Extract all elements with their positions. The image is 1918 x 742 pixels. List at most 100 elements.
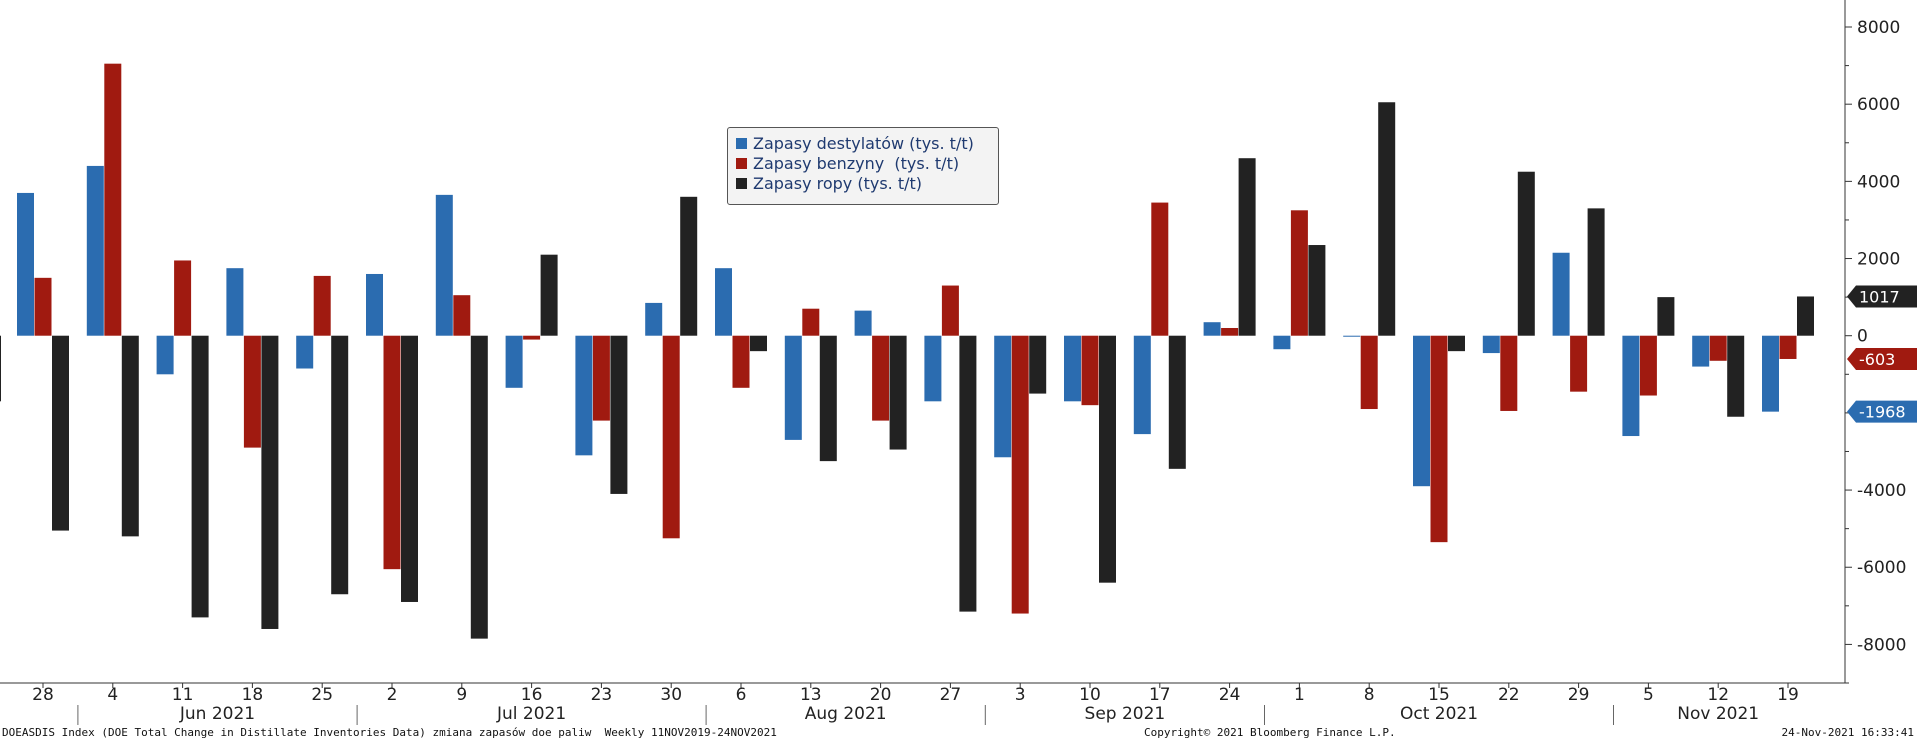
bar-s1-14 — [1011, 335, 1029, 614]
last-value-badge-label: -1968 — [1859, 403, 1906, 422]
legend-item-gasoline: Zapasy benzyny (tys. t/t) — [736, 153, 990, 173]
legend-swatch-gasoline — [736, 157, 747, 169]
x-tick-label: 3 — [1015, 685, 1026, 705]
x-tick-label: 8 — [1364, 685, 1375, 705]
y-tick-label: -6000 — [1857, 558, 1906, 578]
x-tick-label: 13 — [800, 685, 822, 705]
x-tick-label: 24 — [1219, 685, 1241, 705]
bar-s2-22 — [1587, 208, 1605, 336]
bar-s0-12 — [854, 310, 872, 336]
bar-s2-14 — [1029, 335, 1047, 394]
bar-s0-16 — [1133, 335, 1151, 435]
bar-s1-18 — [1290, 210, 1308, 336]
footer-copyright: Copyright© 2021 Bloomberg Finance L.P. — [1144, 726, 1396, 739]
x-month-label: Aug 2021 — [805, 704, 887, 724]
bar-s0-9 — [645, 302, 663, 336]
bar-s1-16 — [1151, 202, 1169, 336]
bar-s1-9 — [662, 335, 680, 539]
bar-s0-2 — [156, 335, 174, 375]
x-month-label: Jun 2021 — [179, 704, 255, 724]
bar-s2-1 — [121, 335, 139, 537]
bar-s2-6 — [470, 335, 488, 639]
bar-s0-18 — [1273, 335, 1291, 350]
x-tick-label: 30 — [660, 685, 682, 705]
bar-s0-6 — [435, 194, 453, 336]
last-value-badge — [1847, 400, 1917, 423]
bar-s1-12 — [872, 335, 890, 421]
bar-s2-13 — [959, 335, 977, 612]
x-tick-label: 17 — [1149, 685, 1171, 705]
bar-s0-23 — [1622, 335, 1640, 437]
bar-s1-15 — [1081, 335, 1099, 406]
x-tick-label: 25 — [311, 685, 333, 705]
x-tick-label: 1 — [1294, 685, 1305, 705]
x-tick-label: 20 — [870, 685, 892, 705]
bar-s1-10 — [732, 335, 750, 388]
x-tick-label: 11 — [172, 685, 194, 705]
x-tick-label: 9 — [456, 685, 467, 705]
x-month-label: Oct 2021 — [1400, 704, 1478, 724]
y-tick-label: 8000 — [1857, 18, 1900, 38]
y-tick-label: 6000 — [1857, 95, 1900, 115]
bar-s1-17 — [1221, 327, 1239, 336]
bar-s0-4 — [296, 335, 314, 369]
bar-s0-19 — [1343, 335, 1361, 337]
last-value-badge-label: 1017 — [1859, 287, 1900, 306]
bar-s1-8 — [592, 335, 610, 421]
bar-s2-16 — [1168, 335, 1186, 469]
x-tick-label: 12 — [1707, 685, 1729, 705]
x-month-label: Nov 2021 — [1677, 704, 1759, 724]
bar-s2-8 — [610, 335, 628, 494]
x-month-label: Sep 2021 — [1085, 704, 1166, 724]
y-tick-label: 0 — [1857, 327, 1868, 347]
bar-s2-4 — [331, 335, 349, 595]
bar-s1-6 — [453, 295, 471, 336]
bar-s0-15 — [1064, 335, 1081, 402]
legend-swatch-distillates — [736, 137, 747, 149]
legend-item-crude: Zapasy ropy (tys. t/t) — [736, 173, 990, 193]
bar-s0-14 — [994, 335, 1012, 458]
bar-s2-0 — [52, 335, 69, 531]
bar-s0-11 — [784, 335, 802, 440]
bar-s1-2 — [174, 260, 192, 336]
bar-s2-7 — [540, 254, 558, 336]
bar-s0-17 — [1203, 322, 1221, 336]
bar-s2-21 — [1517, 171, 1535, 336]
y-tick-label: -4000 — [1857, 481, 1906, 501]
bar-s0-13 — [924, 335, 942, 402]
last-value-badge — [1847, 285, 1917, 308]
x-tick-label: 18 — [242, 685, 264, 705]
x-tick-label: 10 — [1079, 685, 1101, 705]
bar-s1-7 — [523, 335, 541, 340]
x-tick-label: 28 — [32, 685, 54, 705]
y-tick-label: 2000 — [1857, 250, 1900, 270]
bar-s0-22 — [1552, 252, 1570, 336]
bar-s0-7 — [505, 335, 523, 388]
bar-s2-19 — [1378, 102, 1396, 336]
x-tick-label: 15 — [1428, 685, 1450, 705]
bar-s2-24 — [1727, 335, 1745, 417]
bar-s2-25 — [1797, 296, 1814, 336]
x-tick-label: 27 — [940, 685, 962, 705]
bar-s1-4 — [313, 275, 331, 336]
x-tick-label: 22 — [1498, 685, 1520, 705]
value-badges-layer: 1017 -603 -1968 — [1847, 285, 1917, 423]
bar-s0-25 — [1762, 335, 1779, 412]
bar-s0-20 — [1413, 335, 1430, 487]
bar-s0-1 — [86, 165, 104, 336]
bar-s1-5 — [383, 335, 401, 570]
bar-s2-10 — [750, 335, 767, 352]
x-tick-label: 2 — [387, 685, 398, 705]
bar-s1-20 — [1430, 335, 1448, 543]
bar-s2-18 — [1308, 245, 1326, 336]
bar-s1-3 — [243, 335, 261, 448]
legend-label-crude: Zapasy ropy (tys. t/t) — [753, 173, 923, 193]
legend-label-distillates: Zapasy destylatów (tys. t/t) — [753, 133, 974, 153]
bar-s2-17 — [1238, 158, 1256, 336]
bar-s1-25 — [1779, 335, 1797, 359]
legend-label-gasoline: Zapasy benzyny (tys. t/t) — [753, 153, 960, 173]
bar-s1-0 — [34, 277, 52, 336]
bar-s1-22 — [1570, 335, 1588, 392]
x-tick-label: 4 — [107, 685, 118, 705]
